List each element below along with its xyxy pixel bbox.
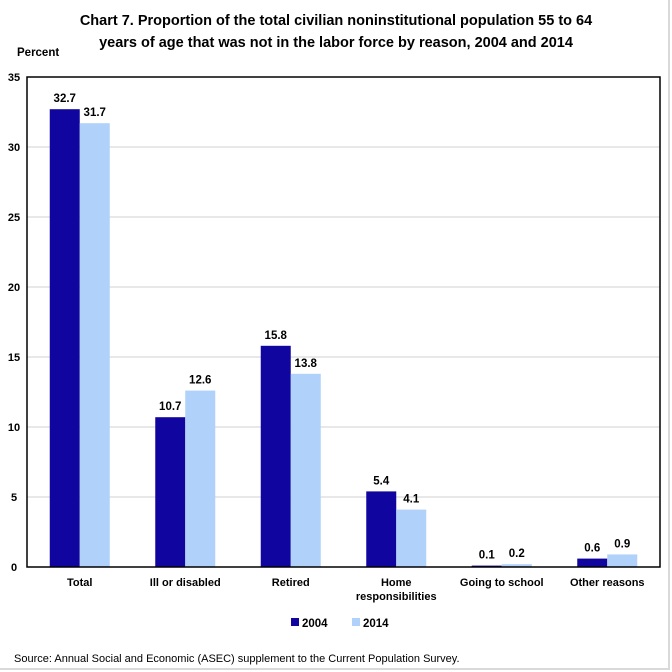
data-label: 10.7 <box>159 401 181 413</box>
data-label: 4.1 <box>403 494 420 506</box>
source-note: Source: Annual Social and Economic (ASEC… <box>14 653 460 665</box>
category-label: Other reasons <box>570 577 645 589</box>
bar-2004 <box>260 345 291 567</box>
bars <box>49 109 638 567</box>
y-tick-label: 25 <box>8 212 20 224</box>
gridlines <box>27 146 660 498</box>
data-labels: 32.7 31.7 10.7 12.6 15.8 13.8 5.4 4.1 0.1 0.2 0.6 0… <box>54 93 631 561</box>
bar-2004 <box>577 558 608 567</box>
legend-label: 2004 <box>302 618 328 630</box>
data-label: 0.6 <box>584 543 600 555</box>
category-label: Total <box>67 577 92 589</box>
category-label: responsibilities <box>356 591 437 603</box>
chart-title: Chart 7. Proportion of the total civilia… <box>0 10 672 54</box>
data-label: 32.7 <box>54 93 76 105</box>
y-tick-label: 5 <box>11 492 17 504</box>
data-label: 15.8 <box>265 330 288 342</box>
chart-title-line-2: years of age that was not in the labor f… <box>99 35 573 51</box>
y-axis-label: Percent <box>17 47 60 59</box>
data-label: 0.1 <box>479 550 496 562</box>
legend-item-2004: 2004 <box>291 618 328 630</box>
chart-title-line-1: Chart 7. Proportion of the total civilia… <box>79 13 593 29</box>
bar-2014 <box>290 373 321 567</box>
legend: 2004 2014 <box>291 618 389 630</box>
y-tick-label: 10 <box>8 422 20 434</box>
data-label: 31.7 <box>84 107 106 119</box>
category-label: Going to school <box>460 577 544 589</box>
bar-2014 <box>79 123 110 567</box>
legend-item-2014: 2014 <box>352 618 389 630</box>
bar-2014 <box>396 509 427 567</box>
bar-2014 <box>185 390 216 567</box>
bar-2014 <box>607 554 638 567</box>
y-tick-label: 35 <box>8 72 20 84</box>
bar-2004 <box>49 109 80 567</box>
y-tick-label: 0 <box>11 562 17 574</box>
y-axis-ticks: 0 5 10 15 20 25 30 35 <box>8 72 20 574</box>
category-label: Home <box>381 577 412 589</box>
bar-2014 <box>501 564 532 567</box>
legend-swatch <box>291 618 299 626</box>
plot-area-border <box>26 76 661 568</box>
data-label: 0.2 <box>509 548 525 560</box>
data-label: 13.8 <box>295 358 318 370</box>
y-tick-label: 20 <box>8 282 20 294</box>
category-label: Retired <box>272 577 310 589</box>
bar-2004 <box>155 417 186 567</box>
legend-label: 2014 <box>363 618 389 630</box>
data-label: 5.4 <box>373 475 390 487</box>
legend-swatch <box>352 618 360 626</box>
category-label: Ill or disabled <box>150 577 221 589</box>
x-axis-categories: Total Ill or disabled Retired Home responsib… <box>67 577 645 603</box>
y-tick-label: 15 <box>8 352 20 364</box>
data-label: 12.6 <box>189 375 211 387</box>
y-tick-label: 30 <box>8 142 20 154</box>
bar-2004 <box>366 491 397 567</box>
data-label: 0.9 <box>614 538 630 550</box>
